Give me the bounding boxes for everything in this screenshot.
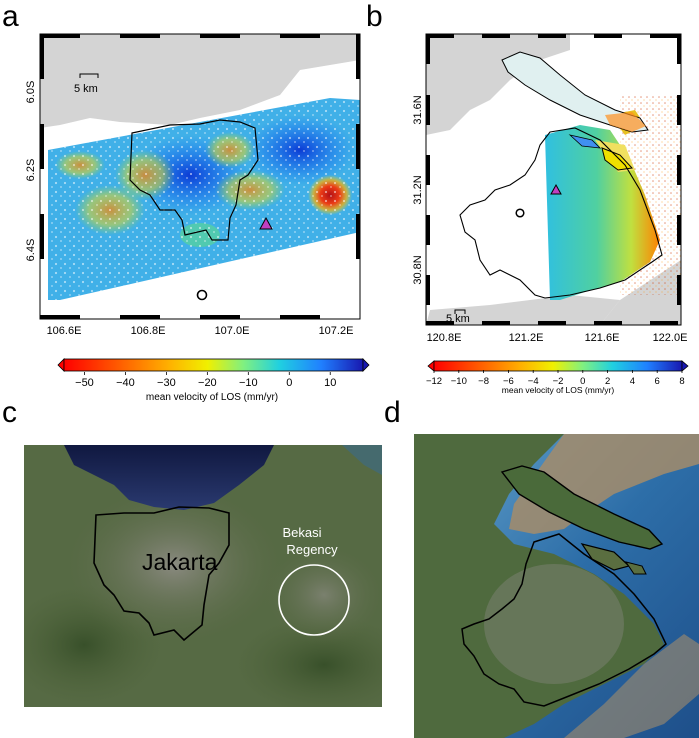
lon-tick-a-2: 107.0E: [215, 325, 250, 337]
island-b: [501, 51, 649, 133]
lat-tick-a-0: 6.0S: [25, 81, 37, 104]
colorbar-a-tick-label: 10: [324, 377, 336, 389]
colorbar-a: [57, 358, 370, 372]
panel-d-satellite: [414, 434, 699, 738]
circle-marker-a: [196, 289, 208, 301]
lon-tick-b-3: 122.0E: [653, 332, 688, 344]
panel-a-map: 5 km 106.6E 106.8E 107.0E 107.2E 6.0S 6.…: [25, 33, 370, 403]
lon-tick-a-0: 106.6E: [47, 325, 82, 337]
colorbar-b-tick-label: −8: [478, 376, 489, 387]
lat-tick-b-1: 31.2N: [412, 175, 424, 204]
colorbar-b-tick-label: −4: [528, 376, 539, 387]
island-d: [500, 465, 664, 550]
panel-letter-b: b: [366, 0, 383, 33]
scalebar-label-a: 5 km: [74, 83, 98, 95]
frame-ticks-b: [426, 34, 681, 325]
shanghai-boundary-d: [461, 533, 667, 707]
panel-b-map: 5 km 120.8E 121.2E 121.6E 122.0E 31.6N 3…: [412, 33, 689, 395]
frame-ticks-a: [40, 34, 360, 319]
colorbar-a-tick-label: −10: [239, 377, 258, 389]
shanghai-boundary-b: [459, 127, 663, 299]
lat-tick-a-1: 6.2S: [25, 159, 37, 182]
colorbar-b-tick-label: −2: [553, 376, 564, 387]
bekasi-circle: [278, 564, 350, 636]
jakarta-boundary-c: [93, 506, 230, 642]
lat-tick-b-0: 31.6N: [412, 95, 424, 124]
colorbar-label-b: mean velocity of LOS (mm/yr): [502, 385, 615, 395]
panel-letter-c: c: [2, 396, 17, 429]
colorbar-a-tick-label: −20: [198, 377, 217, 389]
lat-tick-a-2: 6.4S: [25, 239, 37, 262]
lon-tick-a-1: 106.8E: [131, 325, 166, 337]
triangle-marker-a: [259, 216, 273, 230]
colorbar-a-tick-label: −50: [75, 377, 94, 389]
lon-tick-b-1: 121.2E: [509, 332, 544, 344]
colorbar-b-tick-label: 4: [630, 376, 635, 387]
colorbar-b: [427, 360, 689, 372]
colorbar-b-tick-label: 0: [580, 376, 585, 387]
colorbar-b-tick-label: 8: [679, 376, 684, 387]
lon-tick-a-3: 107.2E: [319, 325, 354, 337]
scalebar-a: [79, 73, 99, 78]
bekasi-label-line2: Regency: [286, 542, 338, 557]
colorbar-b-tick-label: 6: [655, 376, 660, 387]
colorbar-a-tick-label: 0: [286, 377, 292, 389]
bekasi-label-line1: Bekasi: [282, 525, 321, 540]
colorbar-b-tick-label: −12: [426, 376, 442, 387]
colorbar-b-tick-label: 2: [605, 376, 610, 387]
coastline-land-a: [40, 34, 360, 128]
colorbar-a-tick-label: −40: [116, 377, 135, 389]
colorbar-b-tick-label: −10: [451, 376, 467, 387]
sea-c: [64, 445, 274, 510]
triangle-marker-b: [550, 183, 562, 195]
lat-tick-b-2: 30.8N: [412, 255, 424, 284]
panel-letter-a: a: [2, 0, 19, 33]
circle-marker-b: [515, 208, 525, 218]
lon-tick-b-0: 120.8E: [427, 332, 462, 344]
jakarta-label: Jakarta: [142, 549, 218, 575]
panel-c-satellite: Jakarta Bekasi Regency: [24, 445, 382, 707]
panel-letter-d: d: [384, 396, 401, 429]
colorbar-label-a: mean velocity of LOS (mm/yr): [146, 392, 278, 403]
lon-tick-b-2: 121.6E: [585, 332, 620, 344]
scalebar-b: [454, 309, 466, 314]
colorbar-b-tick-label: −6: [503, 376, 514, 387]
colorbar-a-tick-label: −30: [157, 377, 176, 389]
jakarta-boundary-a: [129, 119, 259, 241]
